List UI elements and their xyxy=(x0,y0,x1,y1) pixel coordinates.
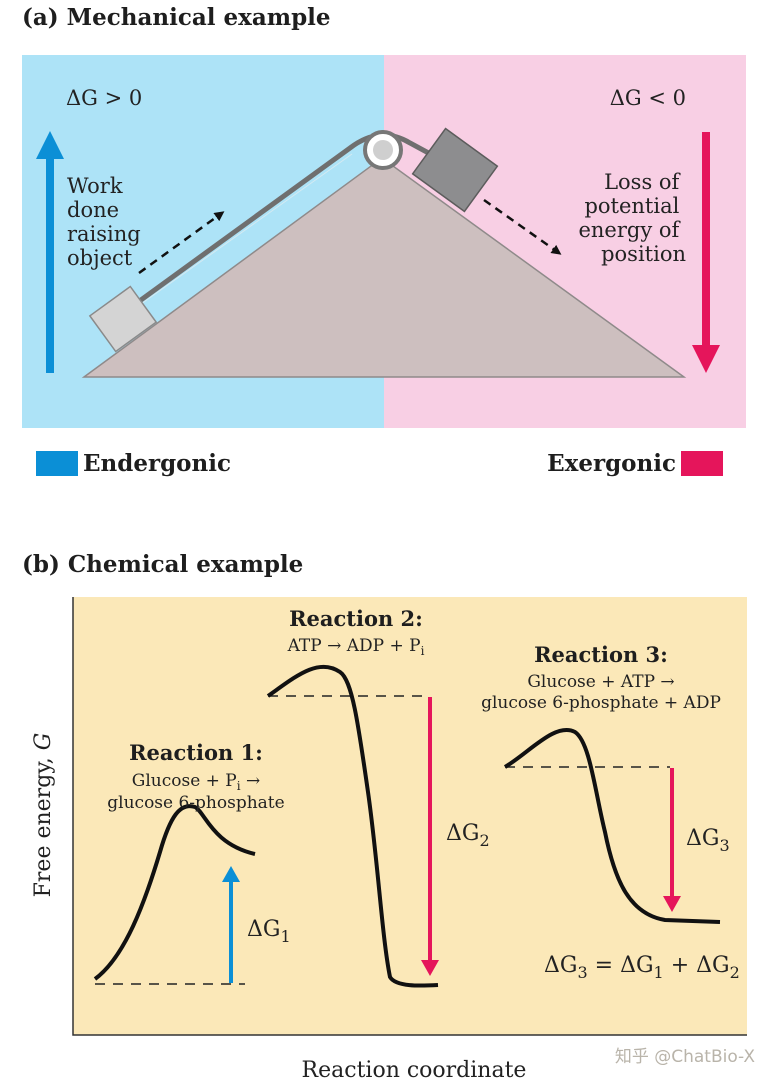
reaction-2-curve xyxy=(266,664,439,988)
reaction-3-title: Reaction 3: xyxy=(534,642,668,667)
ramp-triangle xyxy=(81,157,687,378)
reaction-2: Reaction 2: ATP → ADP + Pi ΔG2 xyxy=(266,606,490,988)
endergonic-swatch xyxy=(36,450,78,476)
reaction-1-title: Reaction 1: xyxy=(129,740,263,765)
watermark: 知乎 @ChatBio-X xyxy=(614,1047,755,1067)
exergonic-down-arrow-icon xyxy=(692,345,720,373)
endergonic-up-arrow-icon xyxy=(36,131,64,159)
reaction-3-curve xyxy=(503,728,721,924)
legend-exergonic: Exergonic xyxy=(547,448,723,478)
endergonic-label: Endergonic xyxy=(83,449,231,477)
reaction-3-sum-equation: ΔG3 = ΔG1 + ΔG2 xyxy=(544,953,740,982)
energy-plot-area xyxy=(73,597,747,1035)
y-axis-label: Free energy, G xyxy=(31,733,56,898)
potential-energy-caption: Loss of potential energy of position xyxy=(578,170,686,266)
plot-axes xyxy=(72,597,747,1036)
chemical-diagram: Free energy, G Reaction coordinate React… xyxy=(31,597,747,1083)
delta-g-negative: ΔG < 0 xyxy=(610,86,686,110)
delta-g-positive: ΔG > 0 xyxy=(66,86,142,110)
dashed-down-arrow-icon xyxy=(483,198,562,255)
reaction-1-curve xyxy=(93,804,256,981)
work-done-caption: Work done raising object xyxy=(67,174,147,270)
exergonic-label: Exergonic xyxy=(547,449,676,477)
legend-endergonic: Endergonic xyxy=(36,448,231,478)
pulley-hub xyxy=(373,140,393,160)
reaction-3-equation-line1: Glucose + ATP → xyxy=(527,672,674,692)
reaction-1: Reaction 1: Glucose + Pi → glucose 6-pho… xyxy=(93,740,291,985)
reaction-3: Reaction 3: Glucose + ATP → glucose 6-ph… xyxy=(481,642,740,982)
block-falling-icon xyxy=(411,127,499,213)
dashed-up-arrow-icon xyxy=(138,211,225,275)
x-axis-label: Reaction coordinate xyxy=(302,1058,527,1083)
reaction-3-equation-line2: glucose 6-phosphate + ADP xyxy=(481,693,721,713)
exergonic-swatch xyxy=(681,450,723,476)
panel-a-title: (a) Mechanical example xyxy=(22,4,331,31)
mechanical-diagram: ΔG > 0 ΔG < 0 Work done raising object L… xyxy=(22,55,746,428)
panel-b-title: (b) Chemical example xyxy=(22,551,304,578)
reaction-2-title: Reaction 2: xyxy=(289,606,423,631)
reaction-1-equation-line2: glucose 6-phosphate xyxy=(107,793,284,813)
reaction-1-equation-line1: Glucose + Pi → xyxy=(132,771,261,793)
block-raised-icon xyxy=(88,285,158,353)
reaction-2-equation: ATP → ADP + Pi xyxy=(287,636,425,658)
